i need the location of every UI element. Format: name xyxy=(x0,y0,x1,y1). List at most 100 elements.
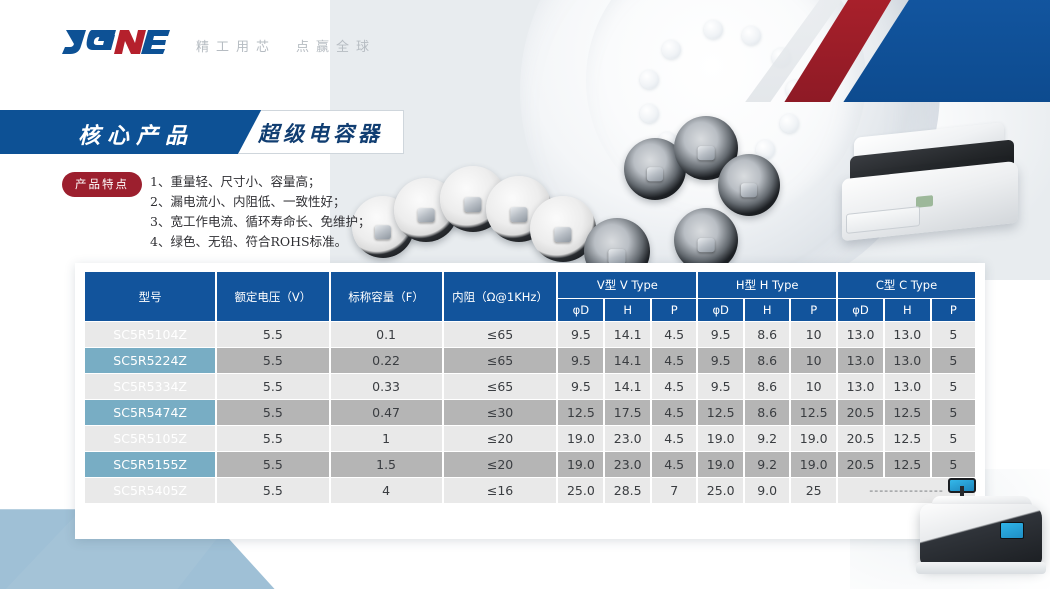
cell-h-type-pitch: 25 xyxy=(791,478,837,503)
cell-model: SC5R5105Z xyxy=(85,426,216,451)
cell-h-type-pitch: 19.0 xyxy=(791,426,837,451)
cell-h-type-diameter: 9.5 xyxy=(698,348,744,373)
cell-internal-resistance: ≤65 xyxy=(443,374,557,399)
feature-item: 4、绿色、无铅、符合ROHS标准。 xyxy=(150,234,348,249)
section-banner-secondary xyxy=(238,110,404,154)
table-row: SC5R5105Z 5.5 1 ≤20 19.0 23.0 4.5 19.0 9.2 19.0 20… xyxy=(85,426,975,451)
cell-internal-resistance: ≤30 xyxy=(443,400,557,425)
cell-c-type-pitch: 5 xyxy=(931,348,975,373)
cell-h-type-height: 8.6 xyxy=(745,374,790,399)
cell-v-type-pitch: 4.5 xyxy=(652,374,697,399)
cell-rated-voltage: 5.5 xyxy=(217,322,329,347)
cell-h-type-diameter: 25.0 xyxy=(698,478,744,503)
cell-c-type-height: 12.5 xyxy=(884,400,930,425)
printer-product-image xyxy=(828,118,1034,246)
cell-h-type-height: 9.0 xyxy=(745,478,790,503)
cell-v-type-diameter: 9.5 xyxy=(558,348,604,373)
cell-model: SC5R5405Z xyxy=(85,478,216,503)
cell-nominal-capacitance: 1.5 xyxy=(330,452,442,477)
section-title-primary: 核心产品 xyxy=(78,123,195,149)
cell-v-type-diameter: 19.0 xyxy=(558,452,604,477)
cell-model: SC5R5334Z xyxy=(85,374,216,399)
cell-h-type-diameter: 9.5 xyxy=(698,374,744,399)
col-header-model: 型号 xyxy=(85,272,216,321)
cell-v-type-diameter: 19.0 xyxy=(558,426,604,451)
col-header-h-height: H xyxy=(745,299,790,321)
table-row: SC5R5474Z 5.5 0.47 ≤30 12.5 17.5 4.5 12.5 8.6 12.… xyxy=(85,400,975,425)
cell-v-type-pitch: 4.5 xyxy=(652,322,697,347)
feature-item: 3、宽工作电流、循环寿命长、免维护； xyxy=(150,214,371,229)
cell-c-type-height: 12.5 xyxy=(884,426,930,451)
table-body: SC5R5104Z 5.5 0.1 ≤65 9.5 14.1 4.5 9.5 8.6 10 13.0… xyxy=(85,322,975,503)
cell-c-type-height: 13.0 xyxy=(884,322,930,347)
cell-c-type-pitch: 5 xyxy=(931,452,975,477)
cell-model: SC5R5474Z xyxy=(85,400,216,425)
col-header-v-pitch: P xyxy=(652,299,697,321)
cell-c-type-diameter: 20.5 xyxy=(838,426,883,451)
cell-nominal-capacitance: 4 xyxy=(330,478,442,503)
table-row: SC5R5104Z 5.5 0.1 ≤65 9.5 14.1 4.5 9.5 8.6 10 13.0… xyxy=(85,322,975,347)
brand-tagline: 精工用芯 点赢全球 xyxy=(196,40,377,55)
cell-h-type-pitch: 10 xyxy=(791,322,837,347)
col-header-c-pitch: P xyxy=(931,299,975,321)
feature-item: 2、漏电流小、内阻低、一致性好； xyxy=(150,194,346,209)
cell-c-type-height: 13.0 xyxy=(884,374,930,399)
cell-nominal-capacitance: 0.22 xyxy=(330,348,442,373)
cell-c-type-height: 13.0 xyxy=(884,348,930,373)
col-header-rated-voltage: 额定电压（V） xyxy=(217,272,329,321)
cell-h-type-diameter: 9.5 xyxy=(698,322,744,347)
cell-h-type-diameter: 19.0 xyxy=(698,426,744,451)
specification-table-card: 型号 额定电压（V） 标称容量（F） 内阻（Ω@1KHz） V型 V Type … xyxy=(75,263,985,539)
cell-c-type-diameter: 13.0 xyxy=(838,374,883,399)
table-head: 型号 额定电压（V） 标称容量（F） 内阻（Ω@1KHz） V型 V Type … xyxy=(85,272,975,321)
col-header-nominal-capacitance: 标称容量（F） xyxy=(330,272,442,321)
cell-v-type-height: 14.1 xyxy=(605,374,651,399)
cell-v-type-diameter: 25.0 xyxy=(558,478,604,503)
cell-h-type-diameter: 12.5 xyxy=(698,400,744,425)
cell-v-type-diameter: 12.5 xyxy=(558,400,604,425)
cell-h-type-height: 9.2 xyxy=(745,426,790,451)
col-header-v-diameter: φD xyxy=(558,299,604,321)
table-row: SC5R5224Z 5.5 0.22 ≤65 9.5 14.1 4.5 9.5 8.6 10 13.… xyxy=(85,348,975,373)
col-header-c-diameter: φD xyxy=(838,299,883,321)
table-row: SC5R5334Z 5.5 0.33 ≤65 9.5 14.1 4.5 9.5 8.6 10 13.… xyxy=(85,374,975,399)
cell-h-type-height: 9.2 xyxy=(745,452,790,477)
banknote-counter-image xyxy=(912,478,1050,589)
cell-rated-voltage: 5.5 xyxy=(217,478,329,503)
cell-v-type-diameter: 9.5 xyxy=(558,322,604,347)
cell-h-type-pitch: 10 xyxy=(791,348,837,373)
cell-v-type-pitch: 4.5 xyxy=(652,426,697,451)
cell-h-type-height: 8.6 xyxy=(745,348,790,373)
cell-c-type-diameter: 20.5 xyxy=(838,452,883,477)
cell-v-type-pitch: 4.5 xyxy=(652,452,697,477)
cell-rated-voltage: 5.5 xyxy=(217,452,329,477)
cell-internal-resistance: ≤20 xyxy=(443,426,557,451)
cell-v-type-pitch: 7 xyxy=(652,478,697,503)
cell-v-type-height: 14.1 xyxy=(605,348,651,373)
table-header-row-groups: 型号 额定电压（V） 标称容量（F） 内阻（Ω@1KHz） V型 V Type … xyxy=(85,272,975,321)
section-title-secondary: 超级电容器 xyxy=(258,121,383,146)
cell-rated-voltage: 5.5 xyxy=(217,348,329,373)
col-header-c-height: H xyxy=(884,299,930,321)
jgne-logo-mark xyxy=(62,30,170,54)
cell-c-type-pitch: 5 xyxy=(931,400,975,425)
table-row: SC5R5405Z 5.5 4 ≤16 25.0 28.5 7 25.0 9.0 25 ------… xyxy=(85,478,975,503)
cell-rated-voltage: 5.5 xyxy=(217,400,329,425)
cell-h-type-diameter: 19.0 xyxy=(698,452,744,477)
cell-model: SC5R5155Z xyxy=(85,452,216,477)
table-row: SC5R5155Z 5.5 1.5 ≤20 19.0 23.0 4.5 19.0 9.2 19.0… xyxy=(85,452,975,477)
cell-c-type-pitch: 5 xyxy=(931,426,975,451)
feature-item: 1、重量轻、尺寸小、容量高； xyxy=(150,174,321,189)
col-header-h-pitch: P xyxy=(791,299,837,321)
cell-nominal-capacitance: 0.1 xyxy=(330,322,442,347)
col-header-h-diameter: φD xyxy=(698,299,744,321)
cell-nominal-capacitance: 0.33 xyxy=(330,374,442,399)
specification-table: 型号 额定电压（V） 标称容量（F） 内阻（Ω@1KHz） V型 V Type … xyxy=(83,271,977,504)
cell-v-type-pitch: 4.5 xyxy=(652,400,697,425)
cell-h-type-height: 8.6 xyxy=(745,322,790,347)
cell-model: SC5R5224Z xyxy=(85,348,216,373)
cell-c-type-diameter: 20.5 xyxy=(838,400,883,425)
cell-v-type-height: 23.0 xyxy=(605,452,651,477)
cell-v-type-height: 23.0 xyxy=(605,426,651,451)
